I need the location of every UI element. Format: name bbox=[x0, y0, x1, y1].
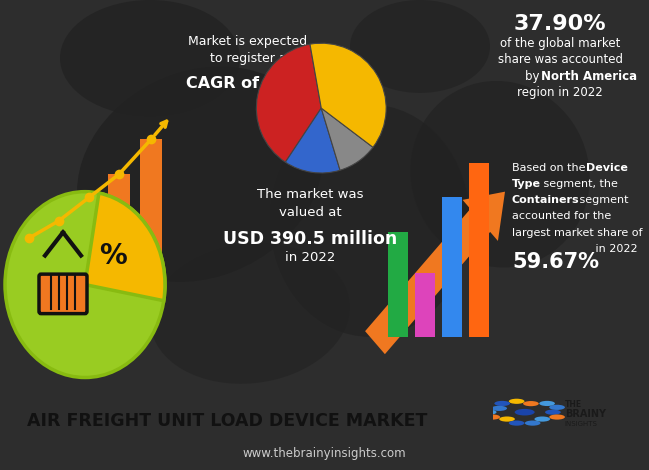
Wedge shape bbox=[85, 193, 165, 301]
Text: AIR FREIGHT UNIT LOAD DEVICE MARKET: AIR FREIGHT UNIT LOAD DEVICE MARKET bbox=[27, 412, 427, 430]
Text: region in 2022: region in 2022 bbox=[517, 86, 603, 99]
FancyBboxPatch shape bbox=[39, 274, 87, 313]
Text: The market was: The market was bbox=[257, 188, 363, 201]
Text: by: by bbox=[525, 70, 543, 83]
Circle shape bbox=[534, 416, 550, 422]
Circle shape bbox=[539, 401, 555, 406]
Text: in 2022: in 2022 bbox=[285, 251, 335, 264]
Text: North America: North America bbox=[541, 70, 637, 83]
Bar bbox=[78, 197, 100, 308]
Circle shape bbox=[545, 409, 561, 415]
Wedge shape bbox=[286, 108, 340, 173]
Text: THE: THE bbox=[565, 400, 582, 409]
Circle shape bbox=[523, 401, 539, 406]
Text: share was accounted: share was accounted bbox=[498, 54, 622, 66]
Bar bbox=[108, 174, 130, 308]
Bar bbox=[388, 232, 408, 337]
Text: Device: Device bbox=[586, 163, 628, 172]
Circle shape bbox=[509, 421, 524, 426]
Text: 59.67%: 59.67% bbox=[512, 252, 599, 272]
Text: %: % bbox=[99, 242, 127, 270]
Text: www.thebrainyinsights.com: www.thebrainyinsights.com bbox=[243, 446, 406, 460]
Circle shape bbox=[525, 421, 541, 426]
Text: CAGR of 5.9%: CAGR of 5.9% bbox=[186, 76, 310, 91]
Text: accounted for the: accounted for the bbox=[512, 212, 611, 221]
Text: 37.90%: 37.90% bbox=[514, 14, 606, 34]
Ellipse shape bbox=[150, 243, 350, 384]
Ellipse shape bbox=[77, 66, 323, 282]
Text: segment, the: segment, the bbox=[540, 179, 618, 189]
Text: Containers: Containers bbox=[512, 195, 580, 205]
Circle shape bbox=[495, 401, 510, 406]
Text: BRAINY: BRAINY bbox=[565, 408, 606, 419]
Text: USD 390.5 million: USD 390.5 million bbox=[223, 230, 397, 248]
Bar bbox=[18, 238, 40, 308]
FancyArrow shape bbox=[365, 192, 505, 354]
Circle shape bbox=[515, 409, 535, 415]
Bar bbox=[48, 221, 70, 308]
Ellipse shape bbox=[270, 104, 470, 337]
Ellipse shape bbox=[350, 0, 490, 93]
Text: Based on the: Based on the bbox=[512, 163, 589, 172]
Circle shape bbox=[499, 416, 515, 422]
Wedge shape bbox=[256, 44, 321, 162]
Bar bbox=[415, 273, 435, 337]
Text: INSIGHTS: INSIGHTS bbox=[565, 421, 598, 427]
Circle shape bbox=[5, 192, 165, 377]
Bar bbox=[140, 140, 162, 308]
Wedge shape bbox=[310, 43, 386, 147]
Bar bbox=[469, 163, 489, 337]
Circle shape bbox=[549, 405, 565, 410]
Ellipse shape bbox=[60, 0, 240, 116]
Ellipse shape bbox=[410, 81, 590, 267]
Circle shape bbox=[484, 415, 500, 420]
Bar bbox=[442, 197, 462, 337]
Text: of the global market: of the global market bbox=[500, 37, 620, 50]
Text: segment: segment bbox=[576, 195, 628, 205]
Circle shape bbox=[481, 409, 496, 415]
Text: Market is expected: Market is expected bbox=[188, 35, 308, 48]
Wedge shape bbox=[321, 108, 373, 170]
Circle shape bbox=[549, 415, 565, 420]
Text: largest market share of: largest market share of bbox=[512, 227, 643, 238]
Circle shape bbox=[491, 406, 507, 411]
Text: Type: Type bbox=[512, 179, 541, 189]
Text: valued at: valued at bbox=[278, 205, 341, 219]
Text: to register a: to register a bbox=[210, 52, 286, 65]
Circle shape bbox=[509, 399, 524, 404]
Text: in 2022: in 2022 bbox=[592, 244, 637, 254]
